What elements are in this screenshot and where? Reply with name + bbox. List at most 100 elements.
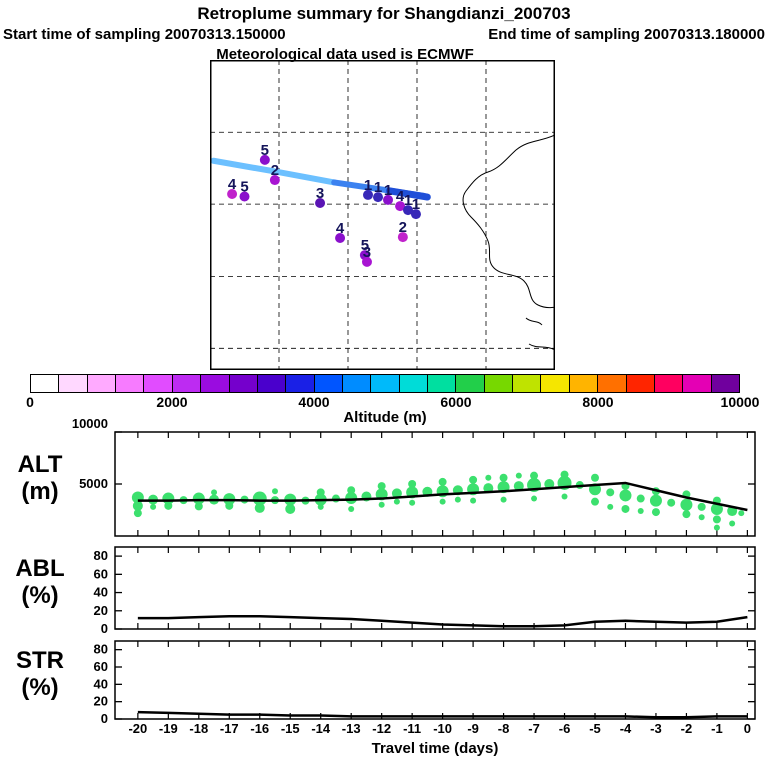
colorbar-cell [31, 375, 60, 392]
colorbar-cell [201, 375, 230, 392]
x-tick-label: -3 [650, 721, 662, 736]
svg-text:4: 4 [396, 188, 405, 205]
altitude-colorbar [30, 374, 740, 393]
svg-text:4: 4 [228, 176, 237, 193]
svg-text:1: 1 [374, 179, 382, 196]
colorbar-cell [399, 375, 429, 392]
y-tick-label: 0 [101, 711, 108, 726]
coastline [462, 134, 555, 351]
str-axis-title: (%) [21, 674, 58, 701]
end-time-label: End time of sampling 20070313.180000 [488, 26, 765, 43]
svg-text:5: 5 [261, 142, 269, 159]
map-marker: 3 [315, 185, 326, 208]
start-time-label: Start time of sampling 20070313.150000 [3, 26, 286, 43]
map-marker: 2 [269, 162, 280, 186]
colorbar-tick-label: 10000 [720, 394, 760, 410]
abl-line [137, 614, 748, 628]
sampling-times: Start time of sampling 20070313.150000 E… [0, 26, 768, 43]
x-tick-label: -7 [528, 721, 540, 736]
y-tick-label: 10000 [72, 416, 108, 431]
y-tick-label: 20 [94, 603, 108, 618]
abl-axis-title: ABL [15, 555, 64, 582]
svg-text:5: 5 [361, 237, 369, 254]
svg-text:4: 4 [336, 220, 345, 237]
alt-panel: 5000 10000 ALT(m) [18, 416, 756, 537]
map-marker: 5 [259, 142, 270, 165]
x-tick-label: -18 [189, 721, 208, 736]
map-marker: 2 [397, 219, 408, 243]
map-marker: 4 [395, 188, 406, 212]
y-tick-label: 80 [94, 548, 108, 563]
colorbar-cell [286, 375, 315, 392]
svg-text:1: 1 [364, 177, 372, 194]
trajectory-line [210, 157, 431, 201]
map-border [210, 60, 555, 370]
colorbar-tick-label: 6000 [440, 394, 472, 410]
colorbar-cell [116, 375, 145, 392]
map-marker: 1 [410, 196, 421, 220]
svg-text:2: 2 [399, 219, 407, 236]
alt-line [137, 481, 748, 512]
map-marker: 4 [227, 176, 238, 199]
x-tick-label: -12 [372, 721, 391, 736]
x-tick-label: 0 [744, 721, 751, 736]
colorbar-cell [229, 375, 258, 392]
y-tick-label: 60 [94, 659, 108, 674]
map-marker: 5 [239, 178, 250, 202]
x-tick-label: -9 [467, 721, 479, 736]
x-tick-label: -19 [159, 721, 178, 736]
x-tick-label: -20 [128, 721, 147, 736]
y-tick-label: 20 [94, 694, 108, 709]
svg-text:1: 1 [404, 192, 412, 209]
colorbar-cell [513, 375, 542, 392]
colorbar-cell [456, 375, 485, 392]
colorbar-cell [654, 375, 684, 392]
colorbar-cell [626, 375, 655, 392]
x-tick-label: -17 [220, 721, 239, 736]
svg-text:1: 1 [412, 196, 420, 213]
y-tick-label: 40 [94, 585, 108, 600]
colorbar-tick-label: 8000 [582, 394, 614, 410]
x-tick-label: -16 [250, 721, 269, 736]
map-marker: 3 [361, 244, 372, 267]
str-line [137, 710, 748, 719]
x-tick-label: -13 [342, 721, 361, 736]
y-tick-label: 40 [94, 676, 108, 691]
y-tick-label: 0 [101, 621, 108, 636]
colorbar-tick-label: 0 [26, 394, 34, 410]
x-tick-label: -6 [559, 721, 571, 736]
x-tick-label: -5 [589, 721, 601, 736]
x-tick-label: -8 [498, 721, 510, 736]
map-marker: 1 [363, 177, 374, 200]
x-tick-label: -1 [711, 721, 723, 736]
colorbar-cell [314, 375, 343, 392]
colorbar-cell [144, 375, 173, 392]
alt-axis-title: (m) [21, 478, 58, 505]
abl-axis-title: (%) [21, 582, 58, 609]
alt-axis-title: ALT [18, 451, 63, 478]
map-marker: 1 [373, 179, 384, 203]
colorbar-cell [541, 375, 570, 392]
met-data-label: Meteorological data used is ECMWF [216, 46, 474, 63]
colorbar-cell [172, 375, 202, 392]
x-tick-label: -10 [433, 721, 452, 736]
y-tick-label: 80 [94, 642, 108, 657]
colorbar-cell [87, 375, 117, 392]
trajectory-map: 524 5 3 1 1 1 4 1 14 253 [210, 60, 555, 370]
x-tick-label: -4 [620, 721, 632, 736]
colorbar-cell [683, 375, 712, 392]
colorbar-cell [371, 375, 400, 392]
y-tick-label: 60 [94, 566, 108, 581]
svg-text:3: 3 [363, 244, 371, 261]
colorbar-tick-label: 2000 [156, 394, 188, 410]
colorbar-cell [598, 375, 627, 392]
colorbar-cell [569, 375, 599, 392]
map-marker: 1 [383, 182, 394, 205]
svg-text:2: 2 [271, 162, 279, 179]
abl-panel: 0 20 40 60 80 ABL(%) [15, 546, 756, 636]
colorbar-title: Altitude (m) [343, 409, 427, 426]
x-tick-label: -11 [403, 721, 421, 736]
